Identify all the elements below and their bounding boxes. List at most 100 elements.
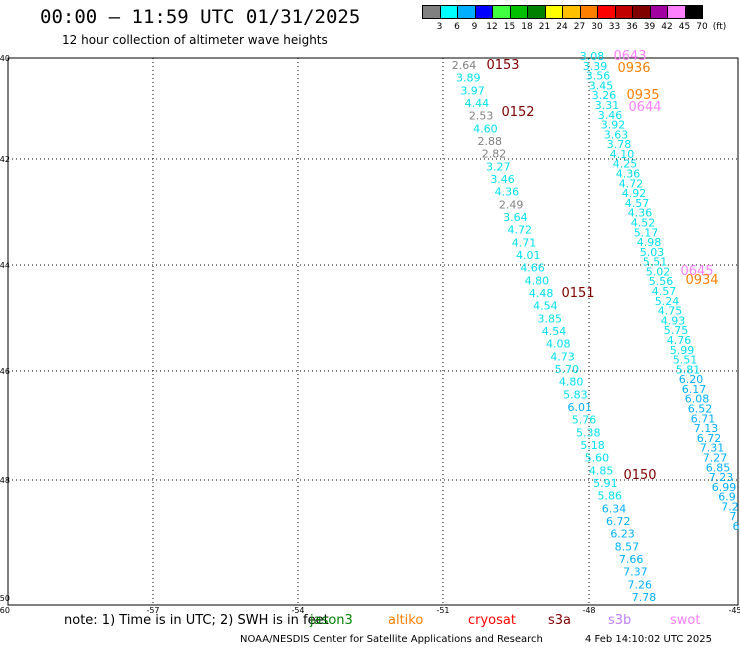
time-label: 0153	[486, 58, 519, 73]
footer-timestamp: 4 Feb 14:10:02 UTC 2025	[585, 634, 712, 645]
colorbar-label: 6	[454, 22, 460, 32]
wave-height-value: 7.27	[703, 451, 728, 464]
wave-height-value: 4.36	[616, 168, 641, 181]
wave-height-value: 7.66	[619, 553, 644, 566]
wave-height-value: 4.44	[465, 97, 490, 110]
lat-label: -48	[0, 476, 10, 485]
wave-height-value: 6.9	[718, 491, 736, 504]
wave-height-value: 5.70	[555, 363, 580, 376]
wave-height-value: 3.85	[537, 312, 562, 325]
time-label: 0152	[501, 105, 534, 120]
lat-label: -46	[0, 367, 10, 376]
time-label: 0643	[613, 49, 646, 64]
wave-height-value: 5.02	[646, 265, 671, 278]
colorbar-label: 45	[678, 22, 691, 32]
wave-height-value: 2.53	[469, 110, 494, 123]
wave-height-value: 5.24	[655, 295, 680, 308]
map-subtitle: 12 hour collection of altimeter wave hei…	[62, 33, 328, 47]
wave-height-value: 6.08	[685, 393, 710, 406]
wave-height-value: 3.56	[586, 70, 611, 83]
wave-height-value: 5.17	[634, 226, 659, 239]
wave-height-value: 4.76	[667, 334, 692, 347]
wave-height-value: 2.88	[477, 135, 502, 148]
wave-height-value: 4.80	[525, 274, 550, 287]
wave-height-value: 6.23	[610, 528, 635, 541]
wave-height-value: 5.38	[576, 426, 601, 439]
wave-height-value: 5.86	[597, 490, 622, 503]
wave-height-value: 7.23	[709, 471, 734, 484]
wave-height-value: 5.56	[649, 275, 674, 288]
wave-height-value: 5.60	[585, 452, 610, 465]
wave-height-value: 2.49	[499, 198, 524, 211]
wave-height-value: 3.46	[598, 109, 623, 122]
axis-labels: -40 -42 -44 -46 -48 -50 -60 -57 -54 -51 -48 -45	[0, 54, 740, 615]
mission-label: altiko	[388, 613, 424, 628]
wave-height-value: 6.71	[691, 412, 716, 425]
wave-height-value: 7.13	[694, 422, 719, 435]
wave-height-value: 6.20	[679, 373, 704, 386]
time-label: 0644	[628, 100, 661, 115]
time-label: 0150	[623, 468, 656, 483]
colorbar-label: 3	[436, 22, 443, 32]
wave-height-value: 5.75	[664, 324, 689, 337]
wave-height-value: 4.72	[619, 177, 644, 190]
grid-lines	[7, 57, 739, 606]
wave-height-value: 8.57	[615, 540, 640, 553]
wave-height-value: 5.51	[673, 354, 698, 367]
wave-height-value: 7.26	[627, 578, 652, 591]
lon-label: -48	[582, 606, 595, 615]
colorbar-label: 70	[696, 22, 708, 32]
wave-height-value: 6.85	[706, 461, 731, 474]
time-label: 0935	[626, 88, 659, 103]
wave-height-value: 7	[730, 510, 737, 523]
wave-height-value: 3.97	[460, 84, 485, 97]
wave-height-value: 3.31	[595, 99, 620, 112]
wave-height-value: 6.72	[606, 515, 631, 528]
mission-label: swot	[670, 613, 701, 628]
wave-height-value: 3.46	[490, 173, 515, 186]
wave-height-value: 4.60	[473, 122, 498, 135]
wave-height-value: 4.36	[495, 186, 520, 199]
wave-height-value: 6.52	[688, 403, 713, 416]
lon-label: -45	[728, 606, 740, 615]
wave-height-value: 4.72	[507, 224, 532, 237]
wave-height-value: 6.72	[697, 432, 722, 445]
wave-height-value: 5.76	[572, 414, 597, 427]
wave-height-value: 5.18	[580, 439, 605, 452]
wave-height-value: 3.63	[604, 128, 629, 141]
wave-height-value: 4.57	[625, 197, 650, 210]
wave-height-value: 6.01	[567, 401, 592, 414]
time-label: 0934	[685, 273, 718, 288]
wave-height-value: 4.52	[631, 216, 656, 229]
wave-height-value: 4.66	[520, 262, 545, 275]
lat-label: -44	[0, 261, 10, 270]
wave-height-value: 3.45	[589, 79, 614, 92]
wave-height-value: 3.89	[456, 72, 481, 85]
colorbar-label: 30	[591, 22, 603, 32]
wave-height-value: 5.99	[670, 344, 695, 357]
wave-height-value: 4.54	[533, 300, 558, 313]
map-title: 00:00 – 11:59 UTC 01/31/2025	[40, 6, 361, 28]
colorbar-label: 27	[573, 22, 586, 32]
wave-height-value: 3.78	[607, 138, 632, 151]
wave-height-value: 2.64	[452, 59, 477, 72]
colorbar-label: 21	[538, 22, 551, 32]
colorbar-label: 15	[503, 22, 516, 32]
wave-height-value: 3.08	[580, 50, 605, 63]
colorbar-label: 33	[608, 22, 621, 32]
wave-height-value: 4.48	[529, 287, 554, 300]
lon-label: -51	[436, 606, 449, 615]
wave-height-value: 4.57	[652, 285, 677, 298]
wave-height-value: 4.36	[628, 207, 653, 220]
wave-height-value: 6.99	[712, 481, 737, 494]
colorbar-label: 12	[486, 22, 498, 32]
wave-height-value: 4.92	[622, 187, 647, 200]
wave-height-value: 7.31	[700, 442, 725, 455]
wave-height-value: 7.78	[632, 591, 657, 604]
wave-height-value: 4.25	[613, 158, 638, 171]
time-label: 0151	[561, 286, 594, 301]
lon-label: -54	[291, 606, 304, 615]
wave-height-value: 4.10	[610, 148, 635, 161]
